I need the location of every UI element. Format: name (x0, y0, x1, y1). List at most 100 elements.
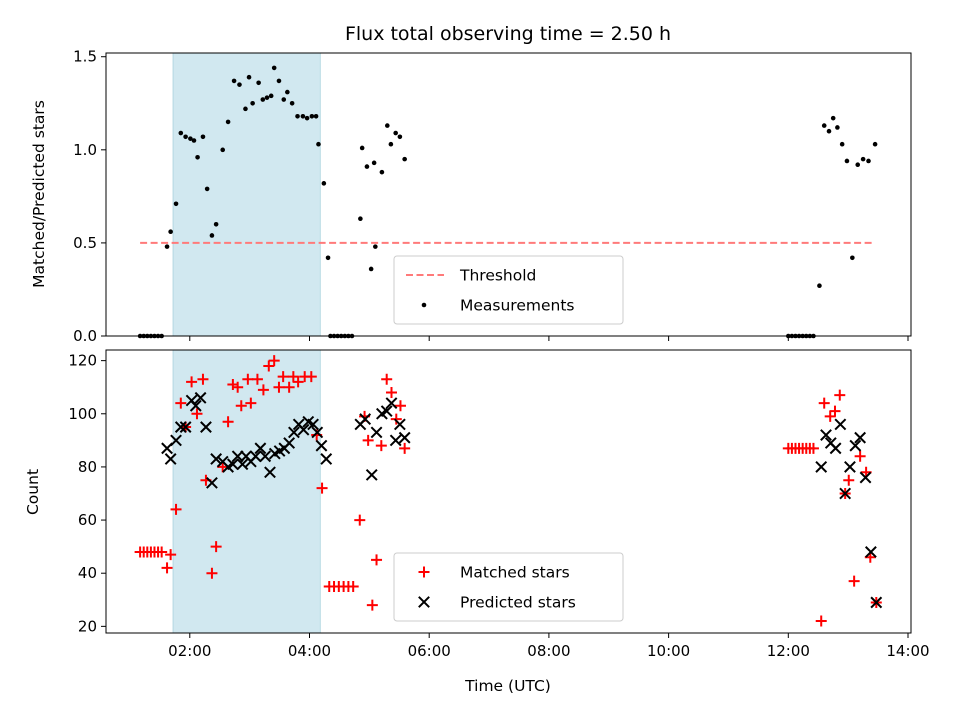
data-point (850, 255, 855, 261)
y-tick-label: 20 (78, 617, 97, 635)
data-point (197, 373, 209, 385)
data-point (277, 371, 289, 383)
chart-title: Flux total observing time = 2.50 h (345, 23, 671, 45)
bottom-y-axis-label: Count (24, 469, 42, 515)
data-point (844, 461, 856, 473)
data-point (297, 423, 310, 436)
data-point (870, 596, 883, 609)
data-point (390, 413, 402, 425)
data-point (222, 416, 234, 428)
data-point (191, 408, 203, 420)
data-point (371, 160, 377, 166)
data-point (242, 373, 254, 385)
data-point (854, 450, 866, 462)
y-tick-label: 1.0 (73, 141, 97, 159)
data-point (189, 399, 202, 412)
data-point (358, 216, 363, 222)
data-point (354, 514, 366, 526)
data-point (388, 141, 394, 147)
data-point (259, 450, 272, 463)
y-tick-label: 1.5 (73, 48, 97, 66)
bottom-legend: Matched stars Predicted stars (393, 552, 624, 622)
x-tick-label: 14:00 (886, 642, 929, 660)
data-point (254, 442, 267, 455)
data-point (859, 471, 872, 484)
data-point (210, 453, 223, 465)
data-point (864, 546, 877, 558)
data-point (815, 615, 827, 627)
data-point (268, 93, 274, 99)
data-point (854, 431, 867, 444)
data-point (394, 400, 406, 412)
data-point (381, 373, 393, 385)
data-point (389, 434, 402, 447)
legend-swatch (418, 566, 430, 578)
data-point (235, 400, 247, 412)
data-point (164, 453, 177, 465)
data-point (231, 78, 237, 84)
data-point (281, 97, 287, 102)
data-point (866, 158, 871, 164)
data-point (824, 410, 836, 422)
data-point (295, 114, 300, 119)
data-point (227, 379, 239, 391)
data-point (178, 130, 184, 136)
data-point (830, 115, 836, 121)
data-point (839, 487, 852, 500)
data-point (373, 244, 378, 249)
data-point (815, 461, 828, 473)
data-point (225, 119, 231, 125)
data-point (236, 458, 249, 471)
y-tick-label: 80 (78, 458, 97, 476)
data-point (276, 78, 282, 84)
data-point (164, 244, 170, 249)
data-point (835, 125, 840, 130)
data-point (844, 158, 850, 164)
data-point (834, 389, 846, 401)
data-point (191, 138, 197, 143)
top-x-ticks (189, 336, 909, 341)
top-axes-frame (105, 52, 912, 337)
x-axis-label: Time (UTC) (464, 677, 551, 695)
data-point (170, 503, 182, 515)
data-point (168, 229, 173, 235)
data-point (347, 580, 359, 592)
data-point (200, 134, 206, 140)
data-point (256, 80, 261, 86)
data-point (161, 562, 173, 574)
data-point (375, 440, 387, 452)
bottom-shaded-region (172, 349, 321, 634)
data-point (371, 554, 383, 566)
data-point (170, 434, 182, 447)
data-point (807, 442, 819, 454)
data-point (213, 221, 219, 227)
legend-label: Measurements (460, 297, 575, 315)
data-point (257, 384, 269, 396)
data-point (289, 100, 295, 106)
data-point (268, 355, 280, 367)
data-point (364, 164, 370, 169)
data-point (249, 450, 262, 463)
data-point (206, 476, 218, 489)
data-point (385, 397, 398, 410)
bottom-axes-frame (105, 349, 912, 634)
data-point (287, 371, 299, 383)
x-tick-label: 08:00 (527, 642, 570, 660)
data-point (325, 255, 331, 261)
data-point (209, 233, 215, 238)
data-point (243, 106, 248, 112)
data-point (245, 397, 257, 409)
data-point (304, 115, 310, 121)
data-point (370, 426, 383, 439)
data-point (860, 156, 866, 162)
legend-label: Matched stars (460, 564, 570, 582)
data-point (398, 431, 411, 444)
data-point (826, 128, 832, 134)
data-point (397, 134, 403, 140)
data-point (173, 201, 179, 207)
data-point (316, 482, 328, 494)
data-point (179, 421, 192, 433)
data-point (316, 141, 321, 147)
data-point (194, 391, 207, 404)
